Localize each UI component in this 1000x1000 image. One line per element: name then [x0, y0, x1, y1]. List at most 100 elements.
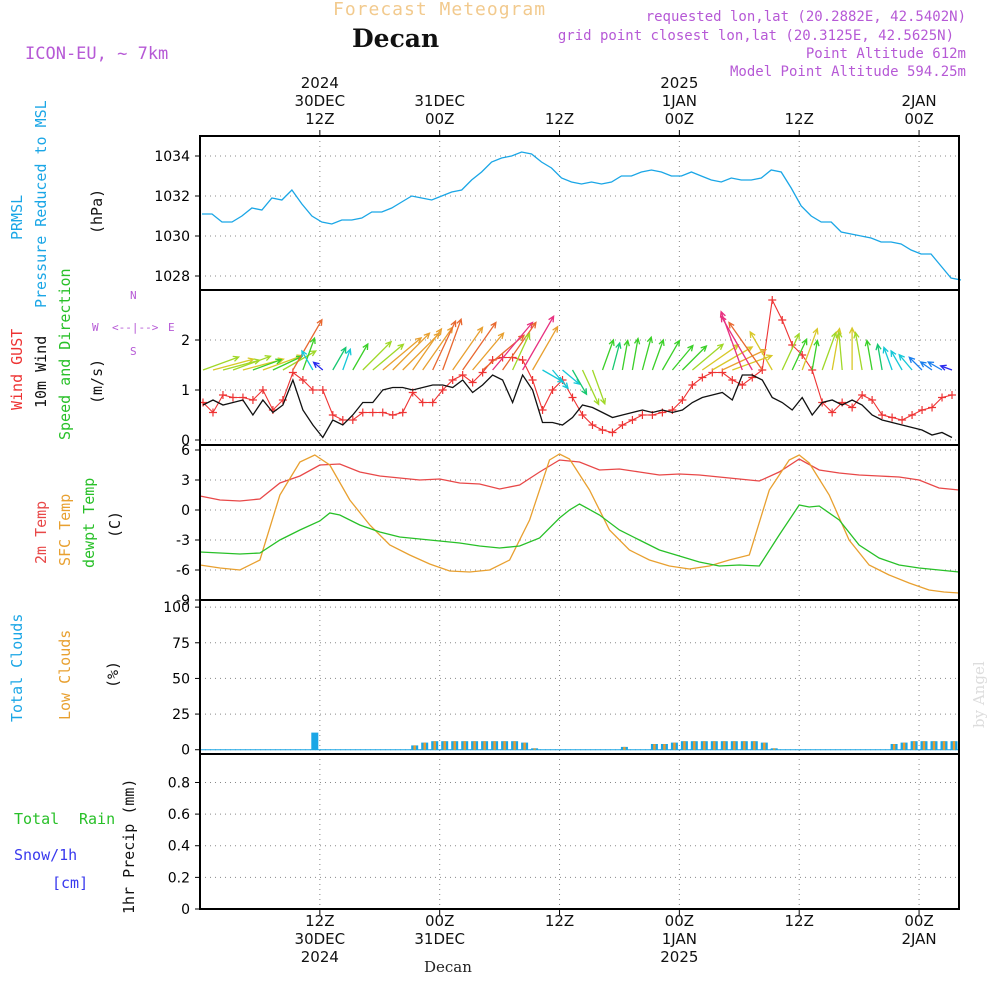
- top-time-label: 2025: [660, 74, 699, 92]
- temp-line: [199, 453, 960, 594]
- wind-direction-arrow: [472, 332, 505, 371]
- gust-marker: [418, 398, 427, 407]
- gust-marker: [868, 396, 877, 404]
- wind-direction-arrow: [232, 355, 272, 371]
- wind-direction-arrow: [301, 349, 314, 371]
- low-cloud-bar: [753, 741, 756, 750]
- location-title: Decan: [352, 24, 440, 53]
- wind-direction-arrow: [452, 326, 484, 371]
- gust-marker: [358, 408, 367, 417]
- low-cloud-bar: [733, 741, 736, 750]
- bottom-time-label: 31DEC: [414, 930, 465, 948]
- y-tick-label: -9: [176, 593, 190, 609]
- y-tick-label: 1034: [154, 149, 190, 165]
- wind-direction-arrow: [720, 314, 753, 371]
- wind-direction-arrow: [591, 369, 607, 406]
- gust-marker: [898, 416, 907, 424]
- y-tick-label: 1032: [154, 189, 190, 205]
- wind-direction-arrow: [890, 349, 903, 371]
- top-time-label: 12Z: [305, 110, 335, 128]
- wind-direction-arrow: [919, 361, 933, 371]
- label-snow-unit: [cm]: [52, 874, 89, 892]
- label-total-clouds: Total Clouds: [8, 613, 26, 722]
- gust-marker: [348, 416, 357, 424]
- panel-frame: [199, 753, 960, 910]
- label-2m-temp: 2m Temp: [32, 500, 50, 564]
- low-cloud-bar: [942, 741, 946, 750]
- top-time-label: 12Z: [544, 110, 575, 128]
- point-altitude: Point Altitude 612m: [805, 46, 966, 62]
- gust-marker: [258, 386, 267, 394]
- total-cloud-bar: [311, 732, 319, 750]
- y-tick-label: 0.4: [168, 839, 190, 855]
- y-tick-label: 2: [181, 333, 190, 349]
- y-tick-label: 0: [181, 743, 190, 759]
- low-cloud-bar: [423, 742, 426, 750]
- wind-direction-arrow: [864, 339, 873, 371]
- compass: N W <--|--> E S: [90, 289, 190, 359]
- gust-marker: [608, 428, 617, 437]
- gust-marker: [298, 376, 307, 384]
- gust-marker: [928, 403, 937, 412]
- label-wind-gust: Wind GUST: [8, 328, 26, 410]
- y-tick-label: 0.2: [168, 870, 190, 886]
- wind-direction-arrow: [631, 337, 641, 371]
- label-total: Total: [14, 810, 60, 828]
- wind-direction-arrow: [212, 357, 256, 371]
- gust-marker: [918, 406, 927, 414]
- wind-direction-arrow: [432, 319, 457, 371]
- wind-direction-arrow: [749, 330, 773, 371]
- low-cloud-bar: [453, 741, 456, 750]
- wind-direction-arrow: [492, 321, 534, 371]
- low-cloud-bar: [773, 748, 776, 750]
- y-tick-label: 0: [181, 433, 190, 449]
- wind-direction-arrow: [898, 353, 913, 371]
- low-cloud-bar: [663, 744, 666, 750]
- gust-marker: [768, 296, 777, 304]
- low-cloud-bar: [653, 744, 656, 750]
- gust-marker: [858, 391, 867, 399]
- gust-marker: [448, 376, 457, 384]
- gust-marker: [568, 393, 577, 402]
- bottom-time-label: 00Z: [904, 912, 934, 930]
- low-cloud-bar: [693, 741, 696, 750]
- gust-marker: [248, 396, 257, 404]
- gust-marker: [538, 406, 547, 414]
- wind-direction-arrow: [542, 369, 565, 383]
- low-cloud-bar: [623, 746, 626, 750]
- low-cloud-bar: [713, 741, 716, 750]
- panel-frame: [199, 135, 960, 291]
- wind-direction-arrow: [611, 341, 622, 371]
- low-cloud-bar: [443, 741, 446, 750]
- gust-marker: [778, 316, 787, 324]
- wind-direction-arrow: [651, 338, 665, 371]
- wind-direction-arrow: [202, 355, 241, 371]
- gust-marker: [528, 376, 537, 384]
- model-label: ICON-EU, ~ 7km: [25, 44, 169, 64]
- top-time-label: 2024: [300, 74, 339, 92]
- gust-marker: [438, 386, 447, 394]
- compass-arrow: <--|-->: [112, 321, 159, 334]
- wind-direction-arrow: [382, 336, 423, 371]
- wind-direction-arrow: [292, 318, 323, 371]
- wind-direction-arrow: [332, 346, 347, 371]
- y-tick-label: 1030: [154, 229, 190, 245]
- y-tick-label: 1: [181, 383, 190, 399]
- low-cloud-bar: [912, 741, 916, 750]
- wind-direction-arrow: [282, 350, 318, 371]
- low-cloud-bar: [723, 741, 726, 750]
- credit: by Angel: [970, 661, 988, 728]
- gust-marker: [428, 398, 437, 407]
- gust-marker: [458, 371, 467, 379]
- grid-layer: [200, 136, 959, 910]
- panel-frame: [199, 599, 960, 755]
- bottom-time-label: 00Z: [424, 912, 455, 930]
- gust-marker: [318, 386, 327, 394]
- label-percent: (%): [104, 660, 122, 688]
- label-ms: (m/s): [88, 358, 106, 404]
- wind-direction-arrow: [728, 321, 763, 371]
- compass-south: S: [130, 345, 137, 358]
- compass-east: E: [168, 321, 175, 334]
- wind-direction-arrow: [831, 327, 842, 371]
- gust-marker: [338, 416, 347, 424]
